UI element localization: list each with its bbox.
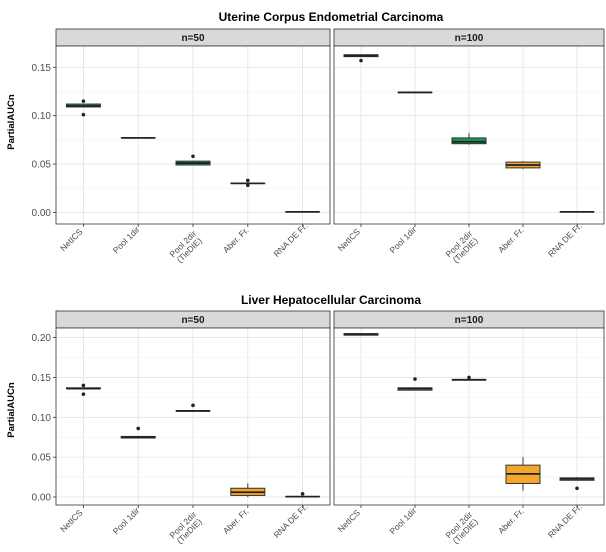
x-tick-label: Pool 2dir(TieDIE) (167, 509, 204, 546)
outlier-point (300, 492, 305, 496)
x-tick-label: Aber. Fr. (496, 506, 526, 536)
y-tick-label: 0.10 (32, 111, 52, 122)
x-tick-label: NetICS (336, 507, 363, 534)
x-tick-label: RNA DE Fr. (546, 502, 584, 540)
x-tick-label-line: Pool 1dir (111, 224, 142, 255)
y-tick-label: 0.05 (32, 453, 52, 464)
x-tick-label: NetICS (58, 507, 85, 534)
box-3 (230, 483, 266, 498)
outlier-point (413, 377, 417, 381)
x-tick-label-line: Aber. Fr. (496, 225, 526, 255)
box-0 (65, 99, 101, 117)
x-tick-label: Pool 1dir (111, 224, 142, 255)
outlier-point (191, 403, 195, 408)
x-tick-label: Pool 1dir (387, 505, 418, 536)
x-tick-label-line: Aber. Fr. (496, 506, 526, 536)
box-0 (343, 54, 379, 63)
x-tick-label: RNA DE Fr. (271, 502, 309, 540)
y-tick-label: 0.15 (32, 63, 52, 74)
facet-strip-label: n=100 (455, 315, 484, 326)
x-tick-label: Pool 2dir(TieDIE) (167, 228, 204, 265)
box-2 (175, 154, 211, 166)
box-3 (505, 161, 541, 169)
panel-n=50: n=50 NetICS Pool 1dir Pool 2dir(TieDIE) Aber… (55, 28, 331, 265)
outlier-point (246, 183, 250, 188)
box-0 (65, 383, 101, 396)
x-tick-label-line: Aber. Fr. (221, 506, 251, 536)
x-tick-label-line: NetICS (336, 507, 363, 534)
box-2 (451, 133, 487, 145)
facet-strip-label: n=100 (455, 33, 484, 44)
box-4 (285, 492, 321, 498)
outlier-point (575, 486, 579, 491)
outlier-point (359, 58, 363, 63)
x-tick-label-line: Pool 1dir (111, 505, 142, 536)
outlier-point (246, 178, 250, 183)
chart-uterine-corpus: Uterine Corpus Endometrial Carcinoma Par… (6, 10, 605, 265)
box-iqr (451, 137, 487, 145)
x-tick-label-line: Pool 1dir (387, 505, 418, 536)
x-tick-label: Aber. Fr. (221, 506, 251, 536)
box-0 (343, 333, 379, 336)
y-tick-label: 0.00 (32, 493, 52, 504)
outlier-point (81, 99, 86, 103)
y-tick-label: 0.15 (32, 373, 52, 384)
x-tick-label: Pool 2dir(TieDIE) (443, 509, 480, 546)
x-tick-label-line: NetICS (58, 507, 85, 534)
box-2 (451, 375, 487, 381)
x-tick-label: Pool 1dir (387, 224, 418, 255)
y-axis-label: PartialAUCn (6, 382, 17, 438)
chart-title: Uterine Corpus Endometrial Carcinoma (219, 10, 444, 24)
outlier-point (467, 375, 471, 380)
box-2 (175, 403, 211, 412)
x-tick-label-line: NetICS (58, 226, 85, 253)
x-tick-label: Aber. Fr. (221, 225, 251, 255)
y-tick-label: 0.05 (32, 160, 52, 171)
outlier-point (191, 154, 195, 159)
x-tick-label-line: RNA DE Fr. (546, 221, 584, 259)
outlier-point (136, 426, 140, 431)
y-tick-label: 0.20 (32, 333, 52, 344)
y-axis-label: PartialAUCn (6, 94, 17, 150)
box-1 (120, 426, 156, 439)
panel-n=100: n=100 NetICS Pool 1dir Pool 2dir(TieDIE) Abe… (333, 310, 605, 546)
box-1 (397, 377, 433, 391)
panel-n=100: n=100 NetICS Pool 1dir Pool 2dir(TieDIE) Abe… (333, 28, 605, 265)
chart-title: Liver Hepatocellular Carcinoma (241, 293, 421, 307)
outlier-point (81, 383, 86, 388)
chart-liver-hepatocellular: Liver Hepatocellular Carcinoma PartialAU… (6, 293, 605, 546)
x-tick-label: Aber. Fr. (496, 225, 526, 255)
outlier-point (81, 392, 86, 396)
box-3 (505, 457, 541, 491)
outlier-point (81, 112, 86, 117)
x-tick-label: NetICS (58, 226, 85, 253)
x-tick-label-line: RNA DE Fr. (271, 502, 309, 540)
x-tick-label: NetICS (336, 226, 363, 253)
x-tick-label: RNA DE Fr. (546, 221, 584, 259)
x-tick-label: Pool 1dir (111, 505, 142, 536)
x-tick-label-line: RNA DE Fr. (271, 221, 309, 259)
y-tick-label: 0.10 (32, 413, 52, 424)
x-tick-label-line: Aber. Fr. (221, 225, 251, 255)
facet-strip-label: n=50 (181, 315, 205, 326)
x-tick-label: RNA DE Fr. (271, 221, 309, 259)
x-tick-label-line: Pool 1dir (387, 224, 418, 255)
panel-n=50: n=50 NetICS Pool 1dir Pool 2dir(TieDIE) Aber… (55, 310, 331, 546)
y-tick-label: 0.00 (32, 208, 52, 219)
box-3 (230, 178, 266, 188)
x-tick-label: Pool 2dir(TieDIE) (443, 228, 480, 265)
box-4 (559, 477, 595, 491)
facet-strip-label: n=50 (181, 33, 205, 44)
x-tick-label-line: NetICS (336, 226, 363, 253)
x-tick-label-line: RNA DE Fr. (546, 502, 584, 540)
